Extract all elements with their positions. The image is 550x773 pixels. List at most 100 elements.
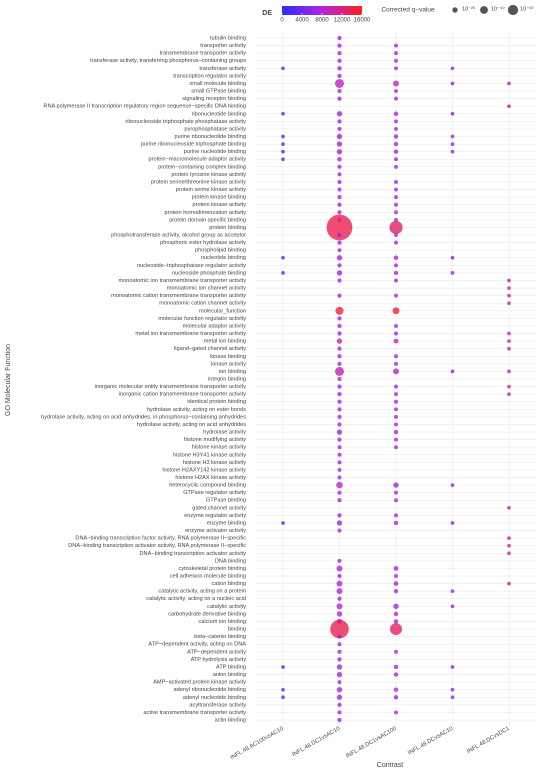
x-tick-label: INFL.48.DC1vsAC100 (345, 726, 398, 760)
dot (507, 301, 511, 306)
dot (450, 695, 455, 700)
y-tick-label: enzyme regulator activity (184, 513, 246, 519)
dot (393, 141, 399, 147)
y-tick-label: calcium ion binding (198, 619, 246, 625)
dot (336, 429, 343, 435)
dot (337, 437, 342, 442)
dot (337, 88, 342, 94)
y-axis-title: GO Molecular Function (5, 344, 12, 416)
dot (393, 672, 399, 677)
y-tick-label: integrin binding (208, 376, 246, 382)
dot (393, 134, 399, 139)
dot (393, 687, 399, 692)
dot (337, 187, 342, 192)
y-tick-label: transcription regulator activity (173, 73, 246, 79)
dot (281, 695, 285, 700)
y-tick-label: histone H3Y41 kinase activity (173, 452, 246, 458)
dot (337, 316, 342, 321)
dot (507, 293, 511, 298)
dot (507, 346, 511, 351)
dot (394, 233, 398, 238)
dot (336, 588, 343, 595)
dot (337, 263, 342, 268)
dot (337, 157, 342, 162)
dot (392, 307, 400, 315)
y-tick-label: small molecule binding (189, 81, 246, 87)
y-tick-label: purine nucleotide binding (184, 149, 246, 155)
dot (337, 642, 342, 647)
y-tick-label: molecular_function (199, 308, 246, 314)
size-legend-dot (507, 4, 519, 16)
dot (507, 551, 511, 556)
y-tick-label: adenyl nucleotide binding (183, 695, 246, 701)
dot (394, 263, 398, 268)
dot (336, 141, 343, 147)
y-tick-label: histone H2AX kinase activity (175, 475, 246, 481)
dot (393, 149, 399, 154)
dot (394, 66, 398, 71)
y-tick-label: monoatomic ion channel activity (167, 286, 246, 292)
dot (337, 51, 342, 56)
y-tick-label: actin binding (215, 717, 246, 723)
dot (330, 619, 349, 639)
dot (450, 66, 455, 71)
dot (507, 278, 511, 283)
dot (394, 384, 398, 389)
dot (507, 331, 511, 336)
y-tick-label: pyrophosphatase activity (184, 126, 246, 132)
dot (507, 81, 511, 86)
dot (337, 195, 342, 200)
dot (394, 323, 398, 328)
dot (394, 710, 398, 715)
y-tick-label: purine ribonucleotide binding (174, 134, 246, 140)
dot (337, 475, 342, 480)
dot (450, 81, 455, 86)
y-tick-label: DNA−binding transcription activator acti… (68, 543, 246, 549)
y-tick-label: ribonucleotide binding (192, 111, 246, 117)
size-legend-dot (480, 6, 488, 14)
dot (450, 687, 455, 692)
dot (394, 490, 398, 495)
dot (337, 331, 342, 336)
y-tick-label: ligand−gated channel activity (174, 346, 246, 352)
dot (393, 429, 399, 435)
y-tick-label: DNA−binding transcription activator acti… (140, 551, 247, 557)
dot (336, 255, 343, 261)
y-tick-label: monoatomic cation transmembrane transpor… (111, 293, 246, 299)
dot (337, 43, 342, 48)
dot (394, 157, 398, 162)
colorbar-title: DE (262, 10, 272, 17)
dot (507, 392, 511, 397)
dot (336, 565, 343, 572)
dot (336, 671, 343, 678)
dot (336, 111, 343, 117)
dot (507, 286, 511, 290)
y-tick-label: molecular function regulator activity (158, 316, 246, 322)
dot (326, 214, 353, 241)
size-legend-label: 10⁻⁶⁰ (520, 5, 534, 12)
dot (281, 134, 285, 139)
dot (281, 149, 285, 154)
dot (394, 392, 398, 397)
y-tick-label: protein domain specific binding (169, 217, 246, 223)
dot (450, 271, 455, 275)
y-tick-label: tubulin binding (210, 35, 246, 41)
dot (337, 528, 342, 533)
dot (450, 255, 455, 260)
y-tick-label: protein serine/threonine kinase activity (151, 179, 246, 185)
dot (394, 96, 398, 101)
y-tick-label: ATP−dependent activity (187, 649, 246, 655)
dot (394, 422, 398, 427)
y-tick-label: kinase binding (210, 354, 246, 360)
y-tick-label: protein homodimerization activity (165, 210, 247, 216)
dot (394, 43, 398, 48)
dot (337, 460, 342, 465)
dot (394, 217, 398, 222)
dot (450, 369, 455, 374)
y-tick-label: histone kinase activity (192, 445, 247, 451)
y-tick-label: catalytic activity, acting on a nucleic … (146, 596, 246, 602)
x-tick-label: INFL.48.DCvsAC10 (407, 726, 454, 757)
dot (337, 35, 342, 41)
dot (393, 581, 399, 586)
dot (337, 172, 342, 177)
